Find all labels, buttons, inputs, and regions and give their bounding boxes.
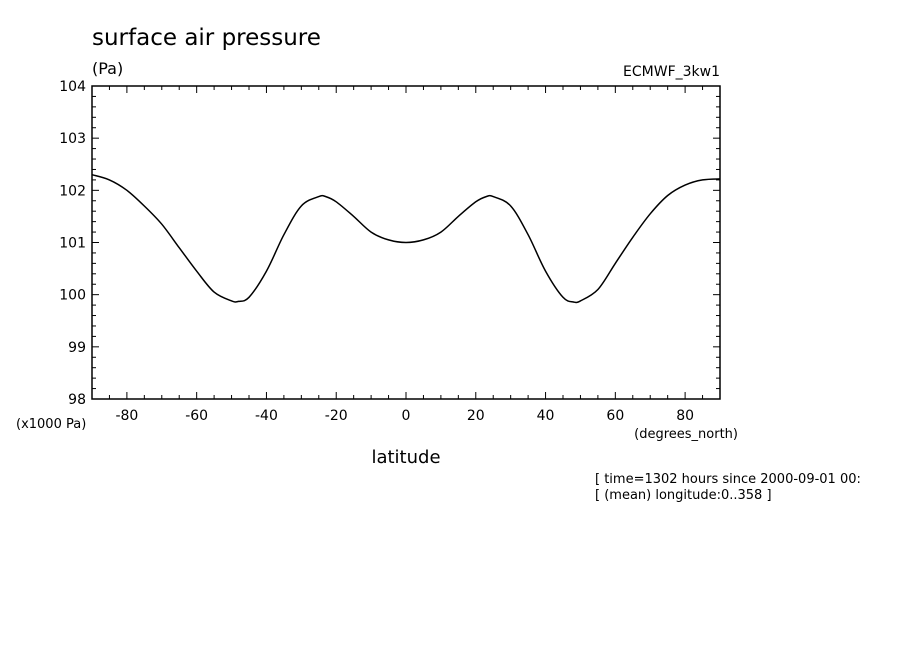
info-line-time: [ time=1302 hours since 2000-09-01 00: bbox=[595, 472, 861, 487]
plot-frame bbox=[91, 85, 721, 400]
units-label: (Pa) bbox=[92, 59, 123, 78]
y-tick-label: 98 bbox=[68, 392, 86, 408]
y-tick-label: 104 bbox=[59, 79, 86, 95]
x-tick-label: 0 bbox=[402, 408, 411, 424]
x-tick-label: -60 bbox=[185, 408, 208, 424]
y-tick-label: 99 bbox=[68, 340, 86, 356]
series-line bbox=[91, 173, 721, 304]
y-axis-ticks: 98 99 100 101 102 103 104 bbox=[59, 79, 720, 408]
chart-title: surface air pressure bbox=[92, 25, 321, 51]
x-tick-label: 80 bbox=[676, 408, 694, 424]
y-tick-label: 102 bbox=[59, 183, 86, 199]
dataset-label: ECMWF_3kw1 bbox=[623, 64, 720, 80]
x-tick-label: -20 bbox=[325, 408, 348, 424]
y-tick-label: 101 bbox=[59, 236, 86, 252]
x-tick-label: 60 bbox=[606, 408, 624, 424]
y-tick-label: 100 bbox=[59, 288, 86, 304]
x-units-label: (degrees_north) bbox=[634, 427, 738, 442]
x-axis-ticks: -80 -60 -40 -20 0 20 40 60 80 bbox=[91, 86, 721, 424]
y-tick-label: 103 bbox=[59, 131, 86, 147]
x-axis-label: latitude bbox=[371, 447, 440, 468]
x-tick-label: -80 bbox=[115, 408, 138, 424]
x-tick-label: 40 bbox=[537, 408, 555, 424]
x-tick-label: 20 bbox=[467, 408, 485, 424]
x-tick-label: -40 bbox=[255, 408, 278, 424]
info-line-longitude: [ (mean) longitude:0..358 ] bbox=[595, 488, 772, 503]
y-scale-label: (x1000 Pa) bbox=[16, 417, 86, 432]
